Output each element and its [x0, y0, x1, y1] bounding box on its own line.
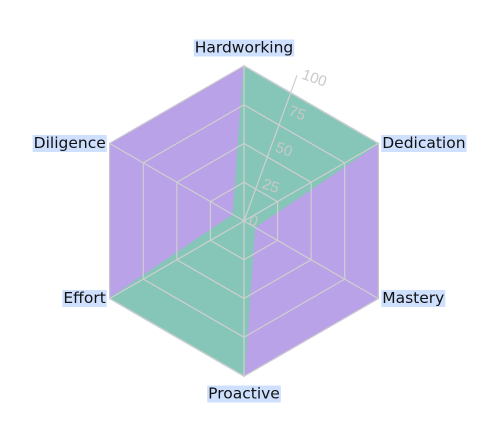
scale-tick-label: 25	[260, 175, 281, 197]
spoke-2	[243, 142, 379, 222]
scale-tick-label: 50	[273, 139, 294, 161]
category-label-text: Mastery	[382, 289, 444, 307]
spoke-5	[109, 220, 245, 300]
scale-axis	[243, 75, 298, 222]
category-label-highlight	[207, 385, 281, 403]
category-label-highlight	[193, 39, 295, 57]
category-label-text: Effort	[63, 289, 105, 307]
category-label-diligence: Diligence	[32, 134, 107, 152]
spoke-6	[109, 142, 245, 222]
category-label-highlight	[381, 135, 467, 152]
category-label-text: Dedication	[382, 134, 465, 152]
category-label-highlight	[381, 290, 446, 307]
scale-tick-label: 100	[300, 66, 329, 91]
category-label-dedication: Dedication	[381, 134, 467, 152]
category-label-text: Diligence	[34, 134, 106, 152]
category-label-mastery: Mastery	[381, 289, 446, 307]
scale-tick-label: 75	[286, 103, 307, 125]
category-label-hardworking: Hardworking	[193, 39, 295, 57]
category-label-highlight	[32, 135, 107, 152]
category-label-text: Hardworking	[195, 39, 294, 57]
category-label-layer: Hardworking Dedication Mastery Proactive Eff…	[32, 39, 467, 403]
category-label-effort: Effort	[62, 289, 107, 307]
category-label-proactive: Proactive	[207, 385, 281, 403]
category-label-text: Proactive	[208, 385, 280, 403]
category-label-highlight	[62, 290, 107, 307]
grid-layer	[109, 65, 379, 377]
spoke-3	[243, 220, 379, 300]
